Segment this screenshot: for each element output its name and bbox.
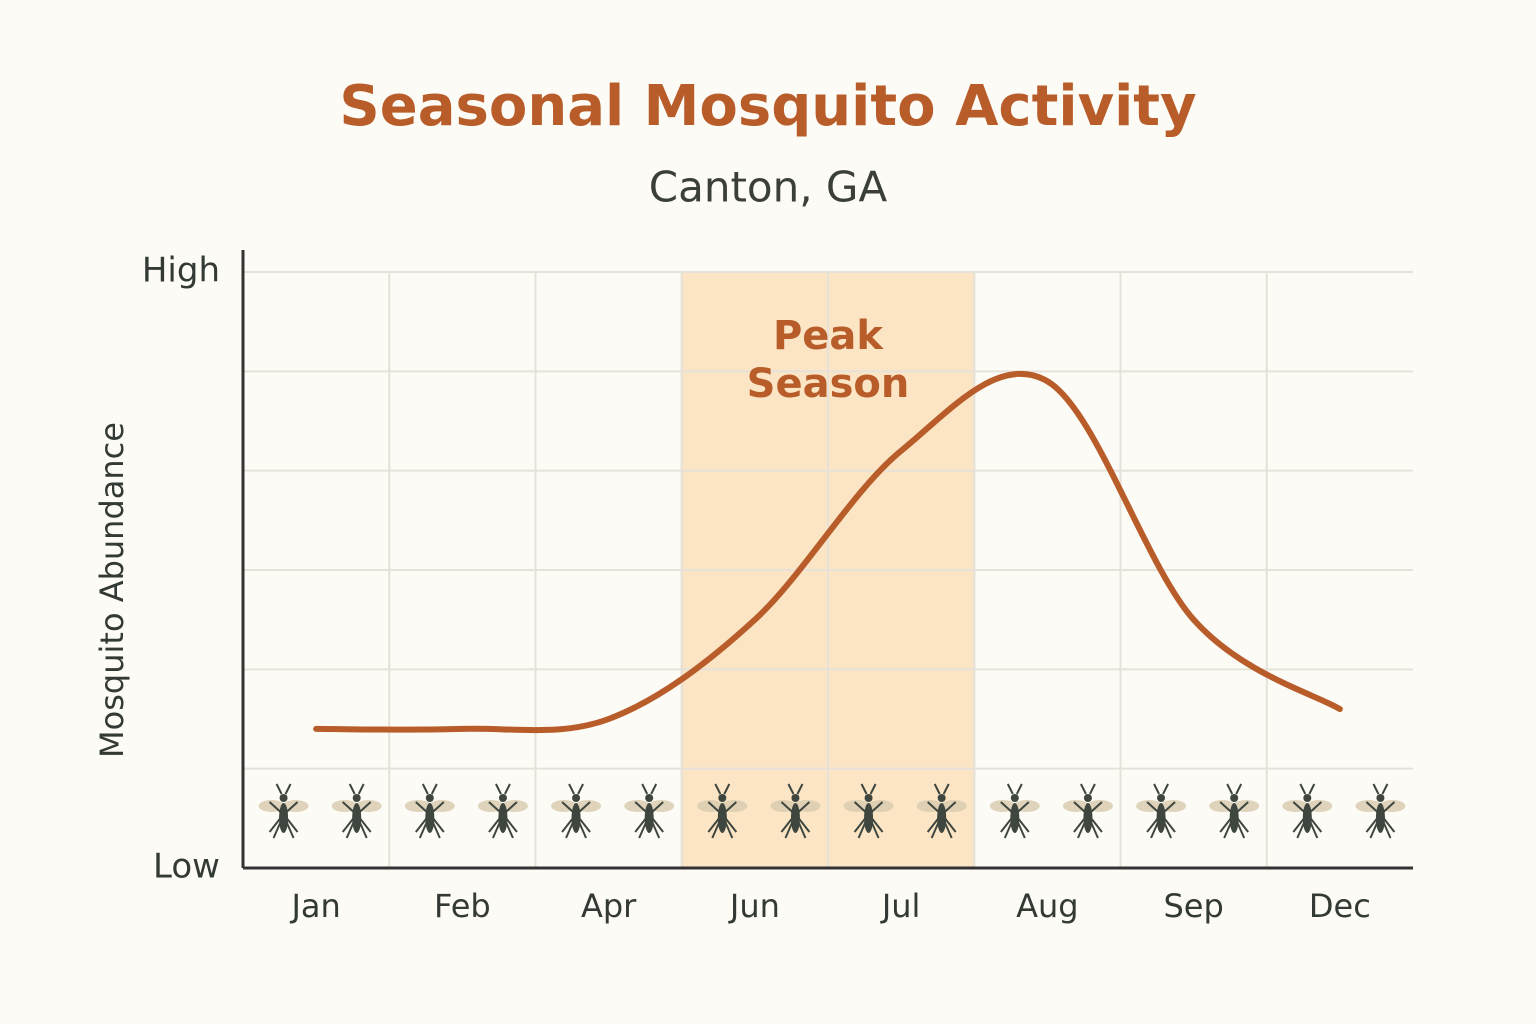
x-tick-label: Sep [1163, 887, 1223, 925]
y-tick-label: Low [153, 847, 220, 887]
peak-season-label: Peak Season [746, 313, 910, 407]
mosquito-legs [561, 783, 591, 839]
mosquito-legs [1073, 783, 1103, 839]
mosquito-head [498, 794, 507, 802]
x-tick-label: Dec [1309, 887, 1371, 925]
mosquito-head [864, 794, 873, 802]
mosquito-head [937, 794, 946, 802]
mosquito-icon [1209, 783, 1260, 839]
mosquito-head [1376, 794, 1385, 802]
mosquito-icon [477, 783, 528, 839]
mosquito-head [1157, 794, 1166, 802]
mosquito-icon [770, 783, 821, 839]
mosquito-head [1010, 794, 1019, 802]
x-tick-label: Apr [581, 887, 637, 925]
mosquito-head [645, 794, 654, 802]
mosquito-legs [488, 783, 518, 839]
mosquito-legs [1146, 783, 1176, 839]
peak-season-label-box: Peak Season [746, 313, 910, 407]
mosquito-body [1083, 803, 1093, 833]
mosquito-icon [331, 783, 382, 839]
plot-background [243, 271, 1413, 869]
mosquito-body [352, 803, 362, 833]
mosquito-body [644, 803, 654, 833]
mosquito-legs [415, 783, 445, 839]
mosquito-legs [1000, 783, 1030, 839]
mosquito-head [572, 794, 581, 802]
mosquito-icon [258, 783, 309, 839]
mosquito-legs [926, 783, 957, 839]
mosquito-head [718, 794, 727, 802]
y-axis-label: Mosquito Abundance [93, 422, 131, 758]
mosquito-legs [780, 783, 811, 839]
x-tick-label: Jan [289, 887, 340, 925]
x-tick-label: Jun [728, 887, 780, 925]
mosquito-body [937, 803, 947, 833]
mosquito-legs [853, 783, 884, 839]
mosquito-legs [1219, 783, 1249, 839]
mosquito-icon [697, 783, 748, 839]
mosquito-body [1229, 803, 1239, 833]
x-tick-label: Jul [880, 887, 921, 925]
mosquito-body [1010, 803, 1020, 833]
mosquito-legs [1365, 783, 1396, 839]
mosquito-head [1083, 794, 1092, 802]
mosquito-head [425, 794, 434, 802]
mosquito-legs [341, 783, 372, 839]
mosquito-body [425, 803, 435, 833]
mosquito-head [1303, 794, 1312, 802]
mosquito-legs [707, 783, 738, 839]
mosquito-body [1156, 803, 1166, 833]
mosquito-body [279, 803, 289, 833]
mosquito-head [1230, 794, 1239, 802]
mosquito-icon [624, 783, 675, 839]
mosquito-icon [551, 783, 602, 839]
mosquito-body [1302, 803, 1312, 833]
mosquito-icon [1062, 783, 1113, 839]
mosquito-icon [916, 783, 967, 839]
mosquito-icon [404, 783, 455, 839]
abundance-line [313, 371, 1343, 734]
mosquito-body [571, 803, 581, 833]
mosquito-legs [634, 783, 664, 839]
chart-subtitle: Canton, GA [649, 163, 888, 212]
mosquito-head [279, 794, 288, 802]
mosquito-body [498, 803, 508, 833]
mosquito-icon [843, 783, 894, 839]
plot: Peak Season Low High Jan Feb Apr Jun Jul Aug Sep D… [142, 250, 1413, 925]
mosquito-head [791, 794, 800, 802]
y-tick-label: High [142, 251, 220, 291]
mosquito-icon [1282, 783, 1333, 839]
mosquito-body [717, 803, 727, 833]
chart-title: Seasonal Mosquito Activity [339, 74, 1196, 139]
mosquito-body [1375, 803, 1385, 833]
x-tick-label: Aug [1016, 887, 1078, 925]
mosquito-legs [1292, 783, 1323, 839]
mosquito-body [790, 803, 800, 833]
x-tick-label: Feb [434, 887, 491, 925]
mosquito-legs [268, 783, 299, 839]
mosquito-body [864, 803, 874, 833]
mosquito-icon [1136, 783, 1187, 839]
mosquito-head [352, 794, 361, 802]
mosquito-icon [989, 783, 1040, 839]
mosquito-icon [1355, 783, 1406, 839]
